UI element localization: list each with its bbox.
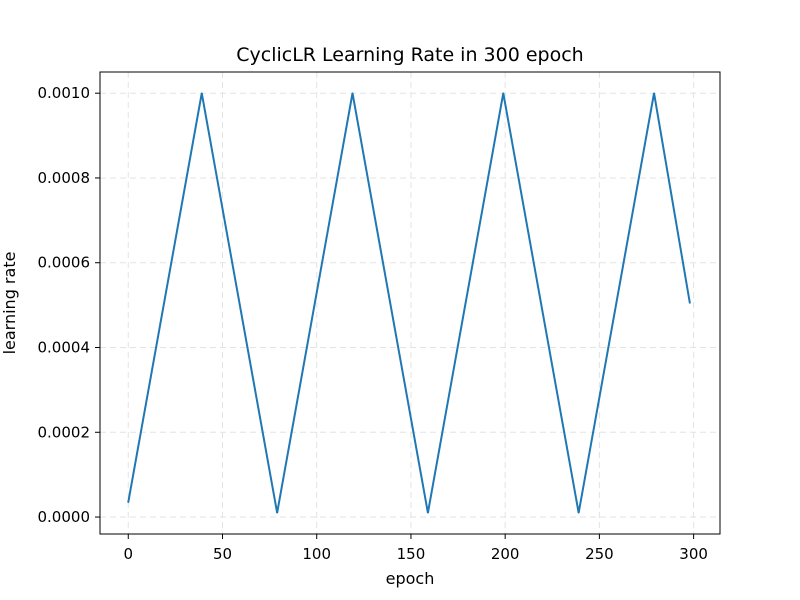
y-tick-label: 0.0008 <box>38 169 91 187</box>
data-point <box>200 92 203 94</box>
data-point <box>127 501 130 504</box>
data-point <box>276 512 278 514</box>
x-tick-label: 200 <box>491 545 520 563</box>
y-tick-label: 0.0010 <box>38 84 91 102</box>
x-tick-label: 250 <box>585 545 614 563</box>
x-tick-label: 300 <box>679 545 708 563</box>
y-tick-label: 0.0000 <box>38 508 91 526</box>
data-point <box>653 92 655 94</box>
grid <box>100 72 720 534</box>
x-tick-label: 100 <box>302 545 331 563</box>
data-point <box>577 512 580 514</box>
data-point <box>427 512 429 514</box>
series-group <box>127 92 691 514</box>
x-axis-label: epoch <box>386 569 435 588</box>
data-point <box>502 92 505 94</box>
x-tick-label: 0 <box>123 545 133 563</box>
y-axis-label: learning rate <box>0 252 19 355</box>
chart-title: CyclicLR Learning Rate in 300 epoch <box>236 44 583 66</box>
series-line-0 <box>127 93 691 513</box>
y-axis: 0.0000 0.0002 0.0004 0.0006 0.0008 0.0010 <box>38 84 100 526</box>
data-point <box>351 92 354 94</box>
data-point <box>689 302 691 304</box>
y-tick-label: 0.0004 <box>38 339 91 357</box>
plot-frame <box>99 71 721 535</box>
y-tick-label: 0.0002 <box>38 423 91 441</box>
x-axis: 0 50 100 150 200 250 300 <box>123 534 708 563</box>
y-tick-label: 0.0006 <box>38 254 91 272</box>
x-tick-label: 150 <box>397 545 426 563</box>
x-tick-label: 50 <box>213 545 232 563</box>
